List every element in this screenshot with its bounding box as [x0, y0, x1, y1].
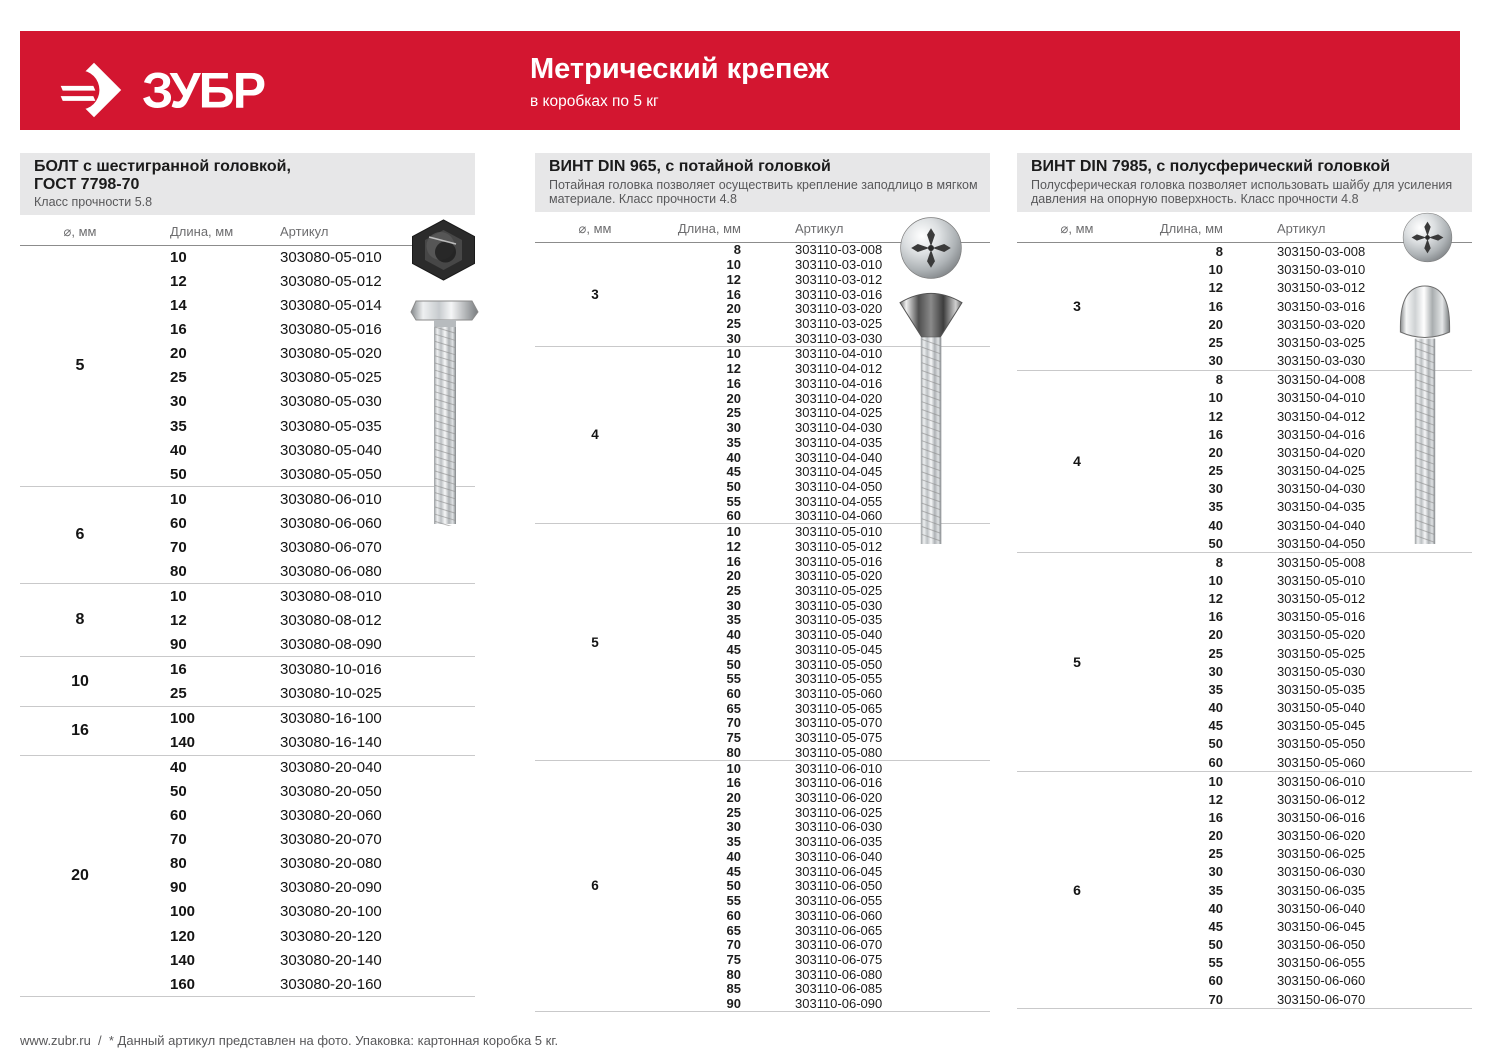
svg-text:ЗУБР: ЗУБР [142, 62, 265, 118]
